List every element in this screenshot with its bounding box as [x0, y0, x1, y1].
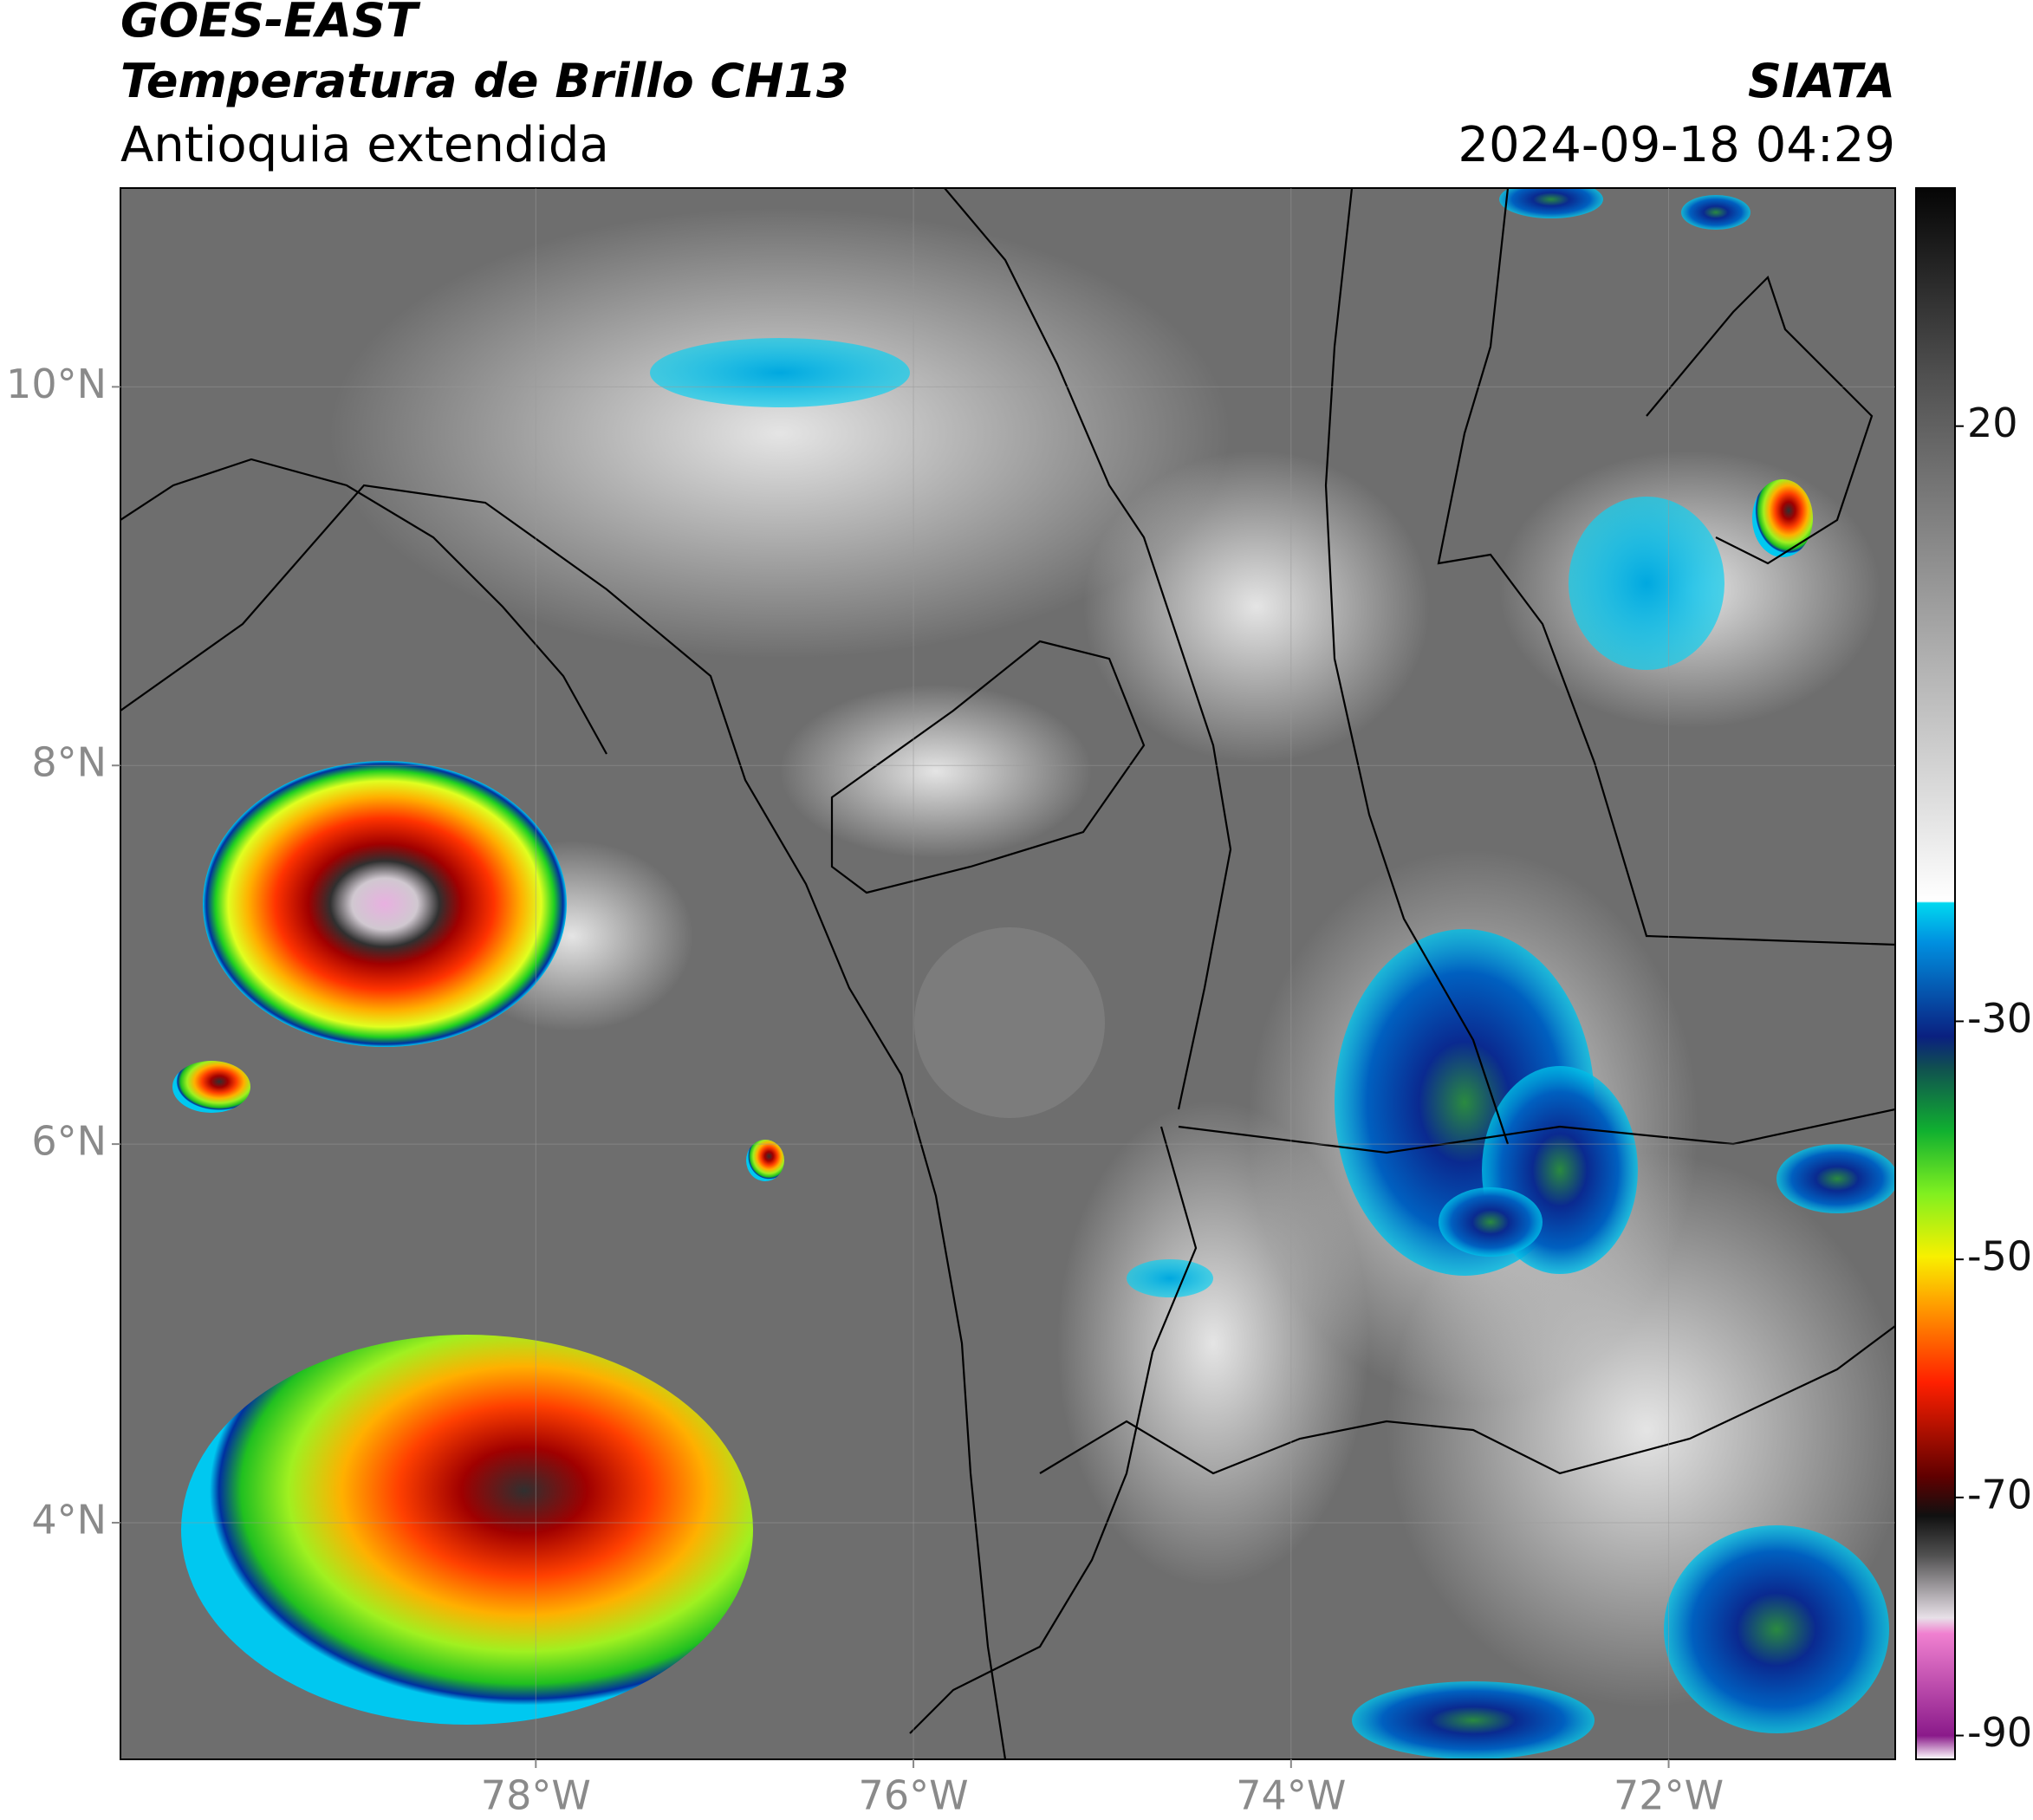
x-tick-label: 72°W — [1614, 1772, 1724, 1819]
map-image — [120, 188, 1895, 1759]
y-tick-label: 6°N — [31, 1118, 107, 1165]
y-tick-label: 10°N — [6, 361, 107, 407]
x-tick-label: 78°W — [481, 1772, 591, 1819]
y-tick-label: 8°N — [31, 739, 107, 786]
source: SIATA — [1748, 54, 1895, 108]
y-tick-label: 4°N — [31, 1496, 107, 1543]
colorbar-tick-label: -50 — [1967, 1233, 2032, 1280]
region: Antioquia extendida — [120, 117, 609, 173]
x-tick-label: 74°W — [1236, 1772, 1346, 1819]
colorbar — [1915, 187, 1956, 1760]
subtitle: Temperatura de Brillo CH13 — [120, 54, 849, 108]
colorbar-tick-label: 20 — [1967, 400, 2018, 446]
title: GOES-EAST — [120, 0, 421, 48]
borders — [120, 188, 1895, 1759]
x-tick-label: 76°W — [859, 1772, 969, 1819]
map-frame — [120, 187, 1896, 1760]
colorbar-tick-label: -90 — [1967, 1709, 2032, 1756]
datetime: 2024-09-18 04:29 — [1458, 117, 1895, 173]
colorbar-tick-label: -30 — [1967, 995, 2032, 1042]
colorbar-tick-label: -70 — [1967, 1471, 2032, 1518]
